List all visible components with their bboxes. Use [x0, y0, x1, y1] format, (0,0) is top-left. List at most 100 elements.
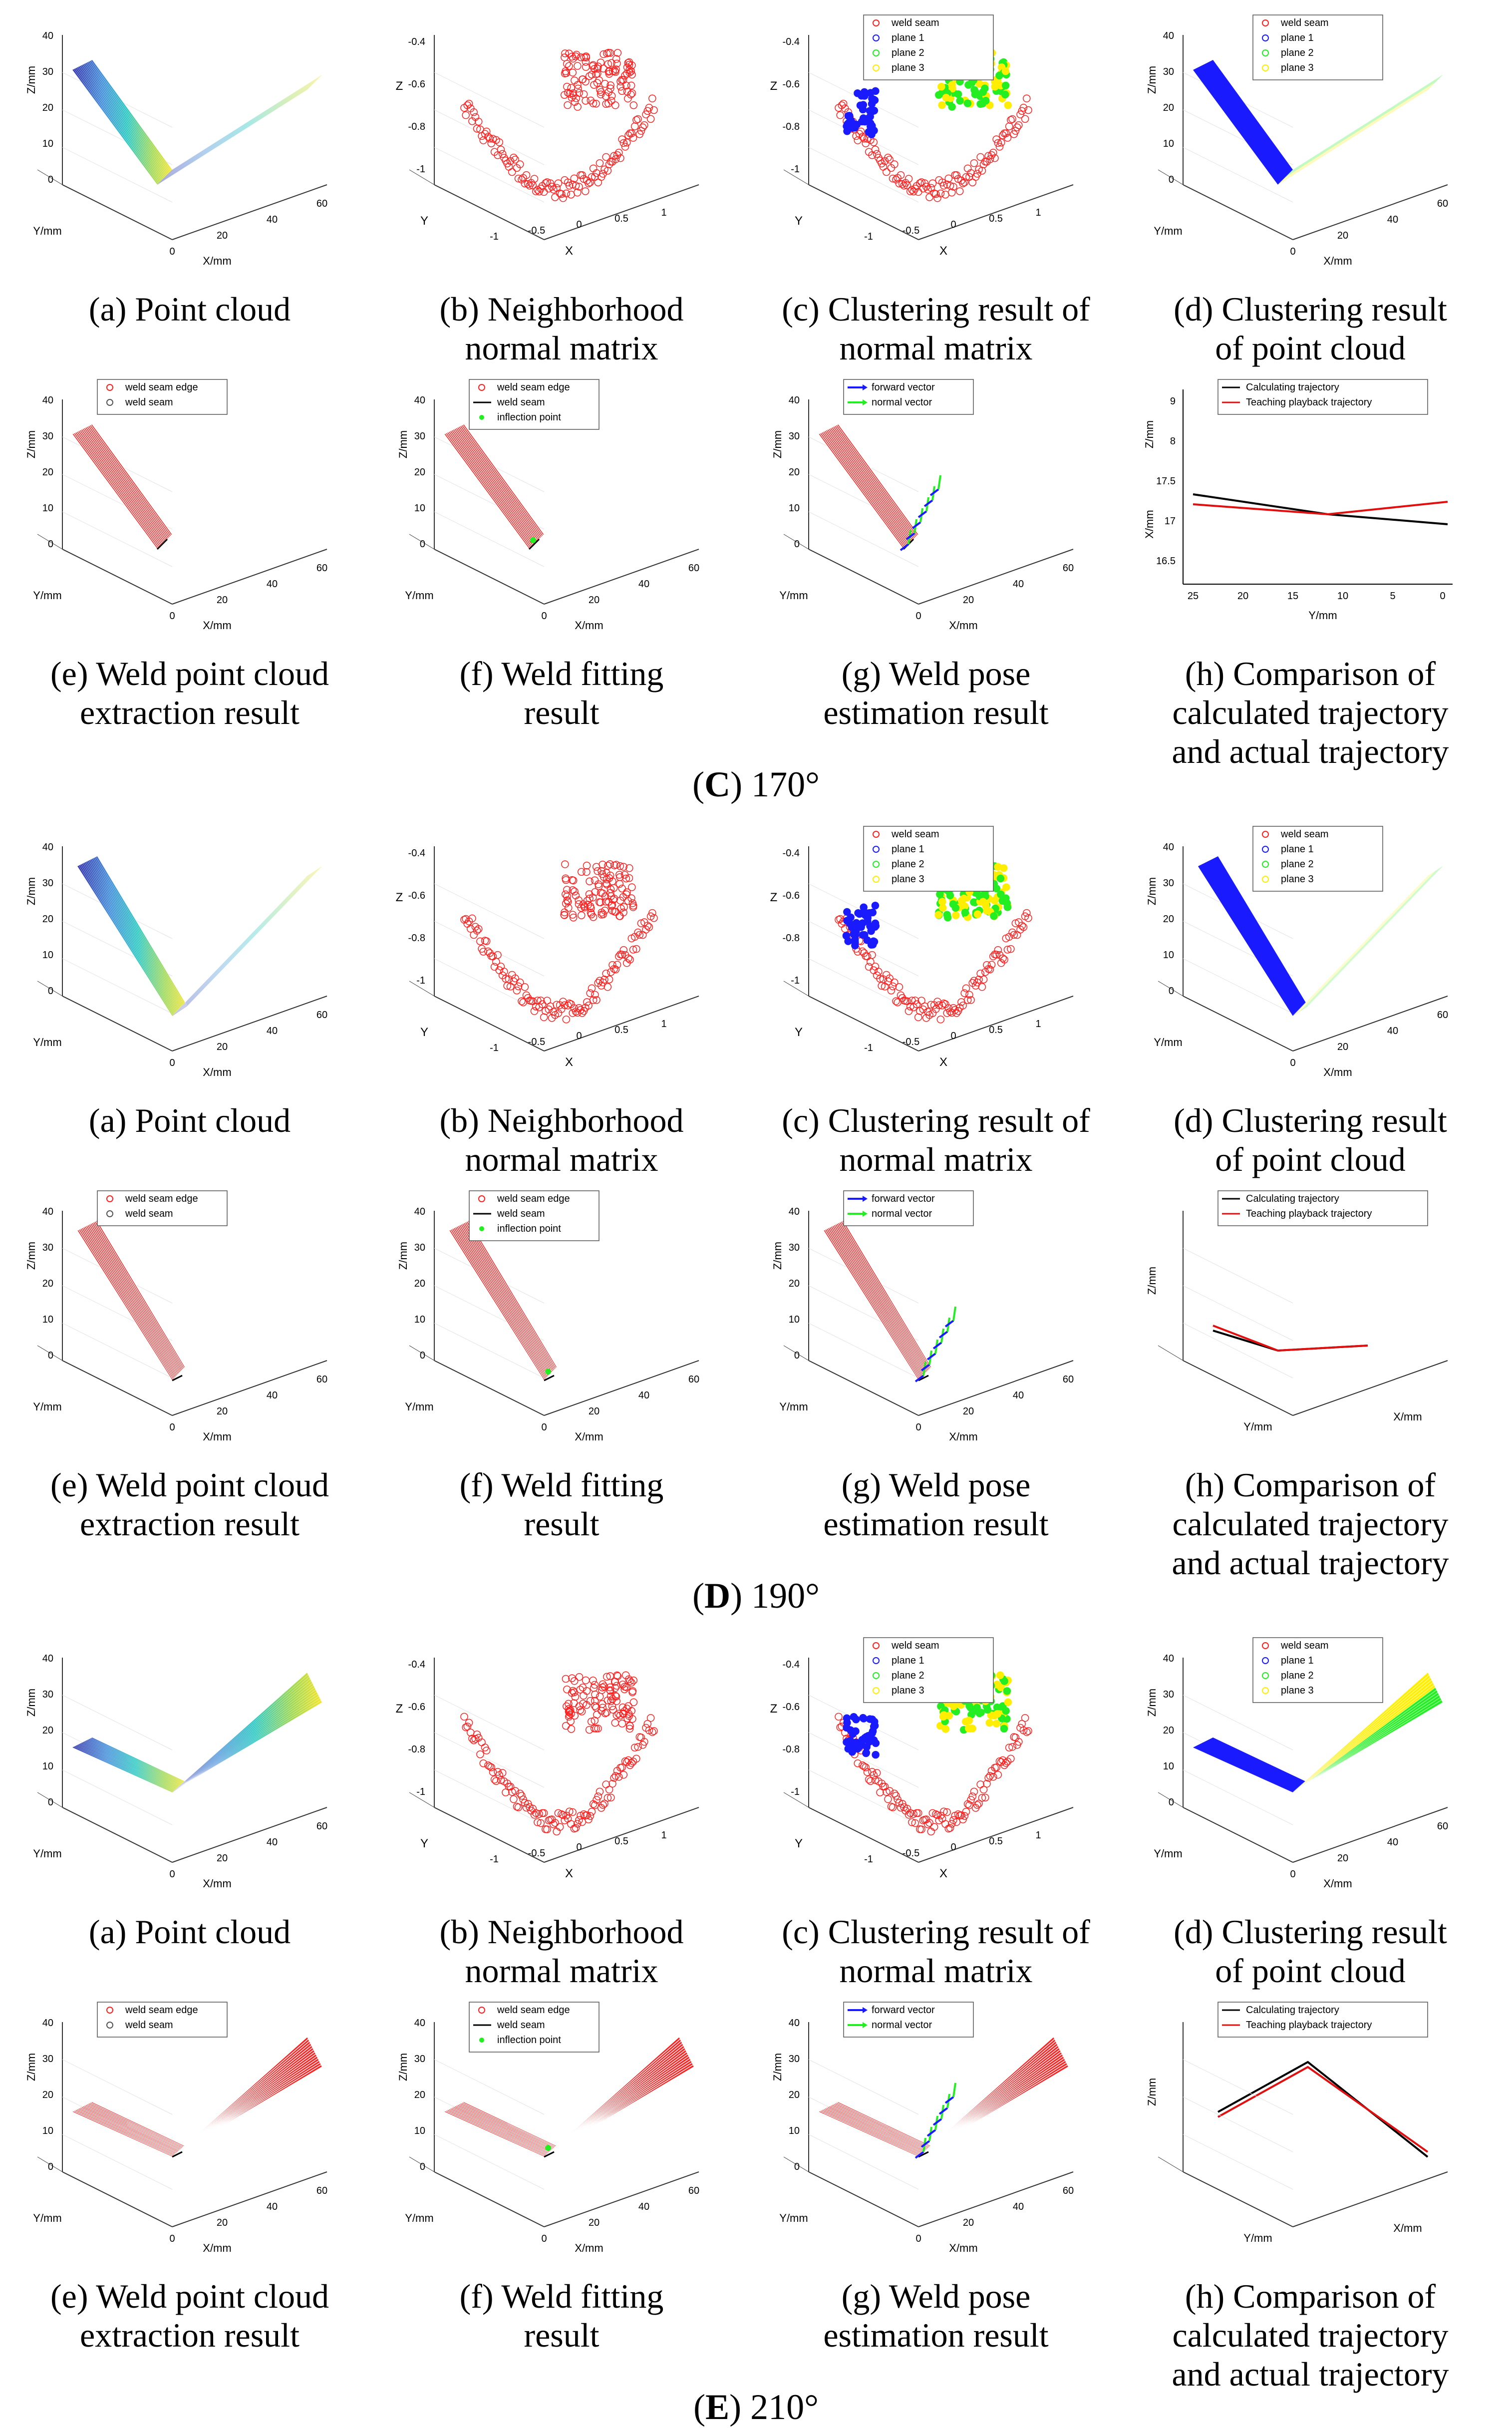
panel-caption: (f) Weld fitting result [379, 2277, 744, 2355]
axis-line [1183, 996, 1293, 1051]
caption-line: estimation result [823, 694, 1049, 731]
normal-point [1004, 1698, 1012, 1707]
x-tick-label: 40 [1013, 1390, 1024, 1401]
z-tick-label: 10 [42, 1314, 53, 1325]
normal-point [905, 1007, 913, 1015]
z-tick-label: -1 [416, 164, 425, 175]
normal-point [591, 876, 599, 884]
normal-point [468, 914, 476, 923]
normal-point [558, 190, 566, 198]
normal-point [564, 1002, 572, 1010]
normal-point [562, 1675, 570, 1683]
scan-line [550, 2050, 686, 2153]
normal-point [543, 1825, 551, 1833]
normal-point [476, 937, 484, 946]
caption-line: and actual trajectory [1172, 1544, 1449, 1582]
legend-box [97, 379, 228, 415]
z-tick-label: -1 [791, 1786, 800, 1797]
axis-line [62, 996, 173, 1051]
x-tick-label: 40 [1387, 1837, 1398, 1848]
normal-point [1008, 928, 1016, 937]
caption-line: calculated trajectory [1172, 2316, 1449, 2354]
forward-vector [932, 2118, 942, 2126]
legend-marker [863, 384, 868, 390]
legend-marker [1262, 19, 1269, 26]
scan-line [85, 63, 167, 176]
normal-point [627, 894, 635, 902]
scan-line [95, 1221, 187, 1372]
legend-box [1217, 379, 1428, 415]
normal-point [883, 168, 891, 176]
caption-line: (c) Clustering result of [782, 1101, 1090, 1139]
section-letter: E [705, 2387, 730, 2427]
normal-point [975, 1799, 983, 1808]
normal-point [610, 1774, 618, 1782]
axis-line [1158, 2156, 1184, 2172]
scan-line [452, 1229, 547, 1380]
axis-line [544, 2171, 699, 2227]
scan-line [458, 2104, 555, 2150]
forward-vector [917, 510, 927, 518]
x-tick-label: 0 [1290, 1057, 1295, 1068]
z-axis-label: Z/mm [25, 430, 37, 458]
scan-line [1282, 84, 1433, 180]
panel-caption: (c) Clustering result of normal matrix [754, 290, 1118, 367]
normal-point [622, 874, 630, 883]
normal-point [516, 978, 524, 987]
y-axis-label: Y/mm [33, 2212, 61, 2224]
x-tick-label: 60 [316, 1374, 327, 1385]
weld-seam-line [544, 2151, 555, 2158]
scan-line [458, 427, 541, 539]
scan-line [79, 66, 163, 180]
z-tick-label: -1 [791, 975, 800, 986]
normal-point [565, 1713, 573, 1721]
normal-point [532, 1809, 540, 1817]
x-tick-label: -0.5 [528, 225, 545, 236]
scan-line [918, 2037, 1054, 2157]
normal-point [561, 1001, 569, 1010]
normal-point [843, 1714, 851, 1723]
plane-right [172, 1673, 322, 1792]
scan-line [551, 2052, 687, 2152]
normal-point [605, 975, 613, 984]
normal-point [638, 123, 647, 131]
axis-line [808, 996, 919, 1051]
scan-line [168, 78, 318, 175]
scan-line [182, 869, 318, 1010]
axes-3d [1158, 2022, 1448, 2227]
normal-point [920, 179, 929, 187]
normal-point [506, 1782, 515, 1791]
x-axis-label: Y/mm [1308, 609, 1337, 622]
x-tick-label: 60 [1437, 1010, 1448, 1021]
z-tick-label: -0.6 [783, 79, 800, 90]
normal-point [583, 861, 591, 870]
grid-line [434, 1323, 545, 1379]
panel-a: Z/mm X/mm Y/mm 40 30 20 10 0 0 20 40 60 (a) Point cl… [7, 5, 372, 328]
z-tick-label: -0.4 [783, 36, 800, 47]
legend-item: Calculating trajectory [1246, 2005, 1339, 2016]
weld-seam-line [544, 1375, 555, 1382]
normal-point [936, 1016, 945, 1024]
normal-point [614, 148, 623, 157]
normal-point [1001, 67, 1010, 75]
normal-point [985, 1719, 994, 1727]
normal-point [570, 1677, 579, 1685]
scan-line [75, 1745, 175, 1791]
normal-point [565, 904, 573, 912]
scan-line [464, 2101, 560, 2147]
scan-line [544, 2037, 679, 2157]
panel-h: Z/mm X/mm Y/mm Calculating trajectory Teachi… [1128, 1181, 1493, 1582]
normal-point [594, 1725, 602, 1733]
normal-point [843, 127, 851, 135]
caption-line: (f) Weld fitting [459, 655, 664, 693]
normal-point [854, 909, 862, 917]
z-tick-label: 40 [414, 1206, 425, 1217]
legend-item: weld seam [497, 1208, 545, 1219]
caption-line: of point cloud [1215, 1140, 1406, 1178]
normal-point [1010, 931, 1018, 939]
scan-line [78, 2108, 177, 2154]
normal-point [934, 91, 943, 99]
